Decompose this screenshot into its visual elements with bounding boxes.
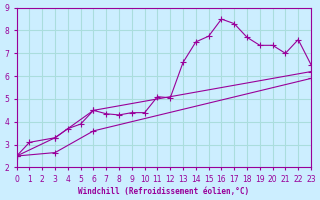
- X-axis label: Windchill (Refroidissement éolien,°C): Windchill (Refroidissement éolien,°C): [78, 187, 249, 196]
